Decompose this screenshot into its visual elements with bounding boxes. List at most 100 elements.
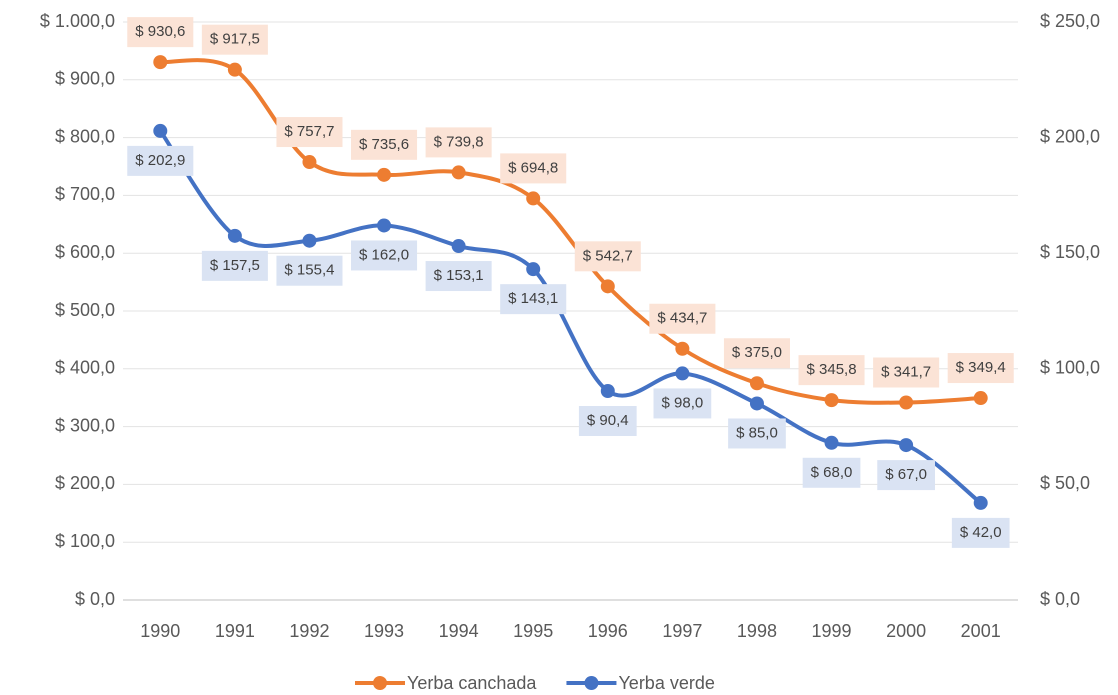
y-tick-label: $ 600,0 <box>55 242 115 262</box>
data-label-group: $ 42,0 <box>951 517 1010 548</box>
data-label-bg <box>951 517 1010 548</box>
data-label-bg <box>351 129 418 160</box>
marker <box>749 396 764 411</box>
y2-tick-label: $ 0,0 <box>1040 589 1080 609</box>
y-tick-label: $ 500,0 <box>55 300 115 320</box>
data-label: $ 98,0 <box>662 394 704 411</box>
data-label-bg <box>351 240 418 271</box>
data-label-bg <box>798 355 865 386</box>
data-label: $ 757,7 <box>284 123 334 140</box>
marker <box>302 233 317 248</box>
marker <box>973 495 988 510</box>
marker <box>675 341 690 356</box>
data-label-bg <box>127 17 194 48</box>
data-label-group: $ 349,4 <box>947 353 1014 384</box>
data-label-group: $ 98,0 <box>653 388 712 419</box>
data-label-group: $ 917,5 <box>201 24 268 55</box>
data-label-group: $ 341,7 <box>873 357 940 388</box>
data-label-group: $ 153,1 <box>425 261 492 292</box>
x-tick-label: 1995 <box>513 621 553 641</box>
data-label-group: $ 694,8 <box>500 153 567 184</box>
x-tick-label: 2000 <box>886 621 926 641</box>
x-tick-label: 1997 <box>662 621 702 641</box>
data-label-bg <box>653 388 712 419</box>
data-label-bg <box>201 250 268 281</box>
data-label-group: $ 157,5 <box>201 250 268 281</box>
data-label-group: $ 739,8 <box>425 127 492 158</box>
data-label-bg <box>802 457 861 488</box>
data-label: $ 143,1 <box>508 290 558 307</box>
marker <box>899 395 914 410</box>
marker <box>824 435 839 450</box>
data-label-bg <box>728 418 786 449</box>
line <box>158 58 983 405</box>
marker <box>600 279 615 294</box>
x-tick-label: 2001 <box>961 621 1001 641</box>
data-label-bg <box>947 353 1014 384</box>
x-tick-label: 1999 <box>812 621 852 641</box>
data-label-bg <box>500 153 567 184</box>
x-tick-label: 1996 <box>588 621 628 641</box>
data-label-group: $ 930,6 <box>127 17 194 48</box>
y-tick-label: $ 100,0 <box>55 531 115 551</box>
data-label: $ 90,4 <box>587 412 629 429</box>
marker <box>526 262 541 277</box>
data-label: $ 542,7 <box>583 247 633 264</box>
y-tick-label: $ 200,0 <box>55 473 115 493</box>
data-label-bg <box>500 284 567 315</box>
data-label: $ 434,7 <box>657 310 707 327</box>
data-label-bg <box>425 261 492 292</box>
data-label: $ 735,6 <box>359 136 409 153</box>
data-label-bg <box>877 460 935 491</box>
data-label-bg <box>127 145 194 176</box>
legend-label: Yerba canchada <box>407 673 537 693</box>
data-label: $ 68,0 <box>811 464 853 481</box>
marker <box>153 55 168 70</box>
data-label-group: $ 143,1 <box>500 284 567 315</box>
data-label: $ 155,4 <box>284 262 334 279</box>
data-label: $ 67,0 <box>885 466 927 483</box>
data-label-group: $ 155,4 <box>276 255 343 286</box>
data-label-group: $ 162,0 <box>351 240 418 271</box>
data-label-group: $ 68,0 <box>802 457 861 488</box>
data-label-group: $ 345,8 <box>798 355 865 386</box>
y-tick-label: $ 0,0 <box>75 589 115 609</box>
y2-tick-label: $ 250,0 <box>1040 11 1100 31</box>
marker <box>526 191 541 206</box>
data-label: $ 917,5 <box>210 31 260 48</box>
y2-tick-label: $ 200,0 <box>1040 126 1100 146</box>
y-tick-label: $ 900,0 <box>55 69 115 89</box>
data-label: $ 930,6 <box>135 23 185 40</box>
data-label-bg <box>425 127 492 158</box>
data-label-bg <box>276 117 343 148</box>
marker <box>824 393 839 408</box>
marker <box>675 366 690 381</box>
marker <box>973 391 988 406</box>
data-label-bg <box>723 338 790 369</box>
marker <box>600 383 615 398</box>
marker <box>899 438 914 453</box>
marker <box>749 376 764 391</box>
legend-marker <box>373 676 387 690</box>
y-tick-label: $ 800,0 <box>55 126 115 146</box>
data-label-group: $ 542,7 <box>574 241 641 272</box>
data-label: $ 375,0 <box>732 344 782 361</box>
data-label: $ 153,1 <box>434 267 484 284</box>
marker <box>227 62 242 77</box>
marker <box>377 218 392 233</box>
data-label-bg <box>276 255 343 286</box>
data-label: $ 162,0 <box>359 246 409 263</box>
data-label: $ 202,9 <box>135 152 185 169</box>
data-label-group: $ 85,0 <box>728 418 786 449</box>
marker <box>153 123 168 138</box>
y-tick-label: $ 300,0 <box>55 415 115 435</box>
legend-marker <box>584 676 599 690</box>
data-label-bg <box>649 303 716 334</box>
data-label-group: $ 434,7 <box>649 303 716 334</box>
marker <box>451 165 466 180</box>
data-label-bg <box>873 357 940 388</box>
data-label-group: $ 735,6 <box>351 129 418 160</box>
legend-label: Yerba verde <box>618 673 714 693</box>
marker <box>377 167 392 182</box>
x-tick-label: 1991 <box>215 621 255 641</box>
